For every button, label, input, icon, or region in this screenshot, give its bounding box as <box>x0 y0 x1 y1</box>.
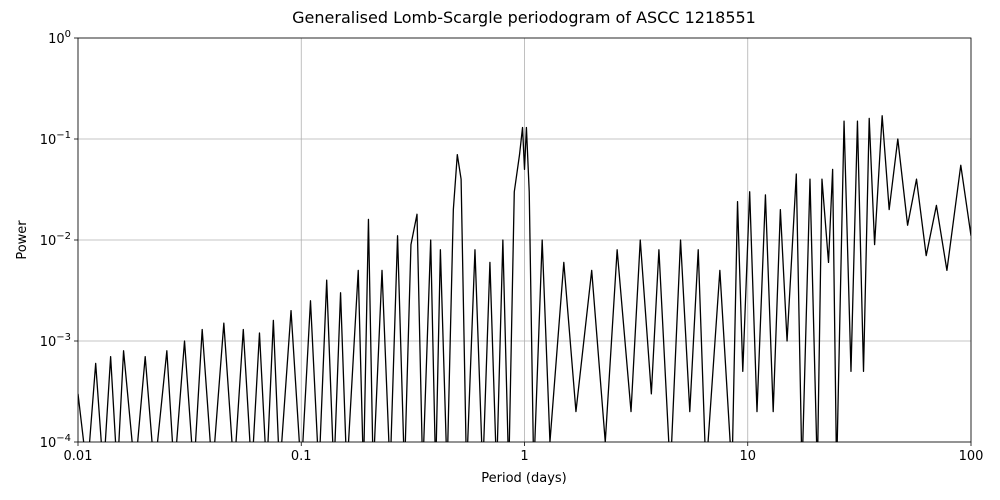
x-tick-label: 1 <box>520 449 528 464</box>
y-tick-label: 10−2 <box>40 231 71 249</box>
x-tick-label: 10 <box>739 449 756 464</box>
y-tick-label: 10−1 <box>40 130 71 148</box>
plot-area <box>78 115 971 442</box>
x-tick-label: 0.01 <box>64 449 93 464</box>
x-tick-label: 0.1 <box>291 449 312 464</box>
plot-frame <box>77 37 972 443</box>
y-tick-label: 10−4 <box>40 433 71 451</box>
y-tick-label: 10−3 <box>40 332 71 350</box>
chart-title: Generalised Lomb-Scargle periodogram of … <box>292 8 756 27</box>
y-tick-label: 100 <box>48 29 71 47</box>
x-tick-label: 100 <box>959 449 984 464</box>
periodogram-line <box>78 115 971 442</box>
x-axis-label: Period (days) <box>481 471 567 486</box>
y-axis-label: Power <box>15 220 30 260</box>
